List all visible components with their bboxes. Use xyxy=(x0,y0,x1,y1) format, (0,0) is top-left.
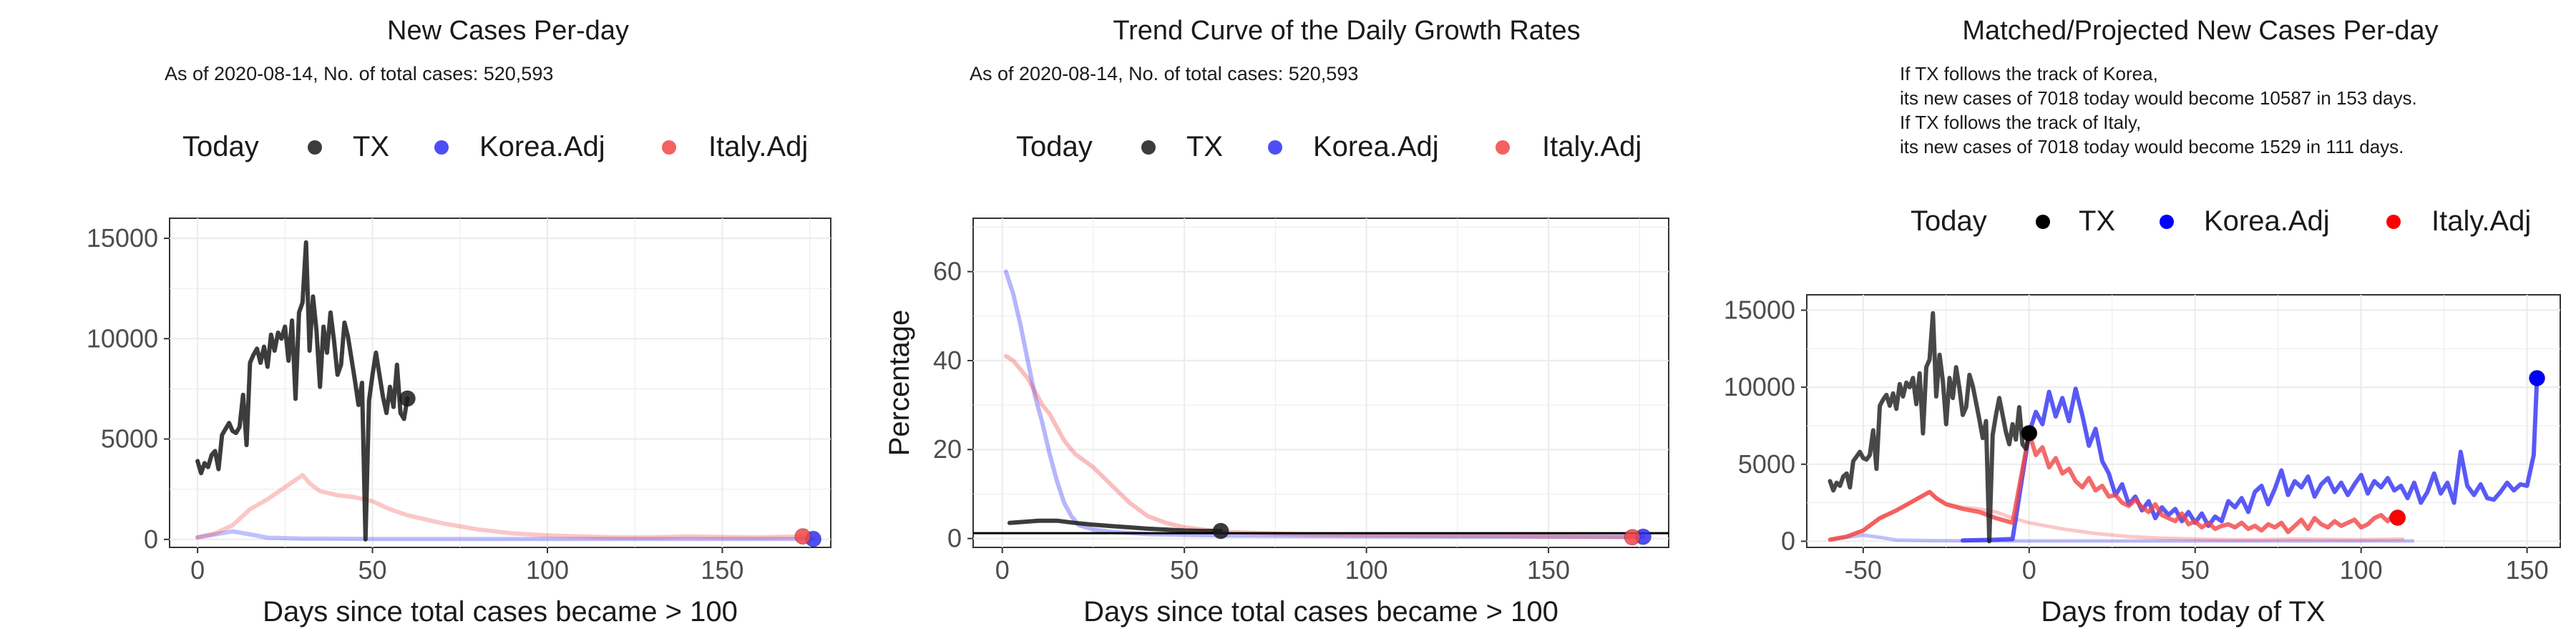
panel2-legend-label-italy: Italy.Adj xyxy=(1542,131,1641,162)
panel-projected: Matched/Projected New Cases Per-day If T… xyxy=(1724,16,2561,628)
today-point-tx xyxy=(399,390,416,407)
x-tick-label: 0 xyxy=(190,555,205,585)
x-tick-label: 100 xyxy=(1345,555,1388,585)
panel2-x-axis-title: Days since total cases became > 100 xyxy=(1083,596,1558,628)
series-line-italy xyxy=(195,473,805,540)
panel2-legend-label-tx: TX xyxy=(1186,131,1223,162)
panel3-x-axis: -50 0 50 100 150 xyxy=(1845,547,2549,585)
panel2-legend: Today TX Korea.Adj Italy.Adj xyxy=(1016,131,1641,162)
today-point-italy xyxy=(1624,529,1641,546)
x-tick-label: 150 xyxy=(1527,555,1570,585)
today-point-italy xyxy=(2389,509,2406,526)
panel3-y-axis: 0 5000 10000 15000 xyxy=(1724,296,1807,555)
y-tick-label: 40 xyxy=(933,346,962,375)
panel3-grid xyxy=(1807,295,2560,547)
panel1-series xyxy=(195,240,816,542)
panel3-annotations: If TX follows the track of Korea, its ne… xyxy=(1900,63,2417,157)
series-line-tx xyxy=(195,240,410,542)
panel1-legend-label-korea: Korea.Adj xyxy=(479,131,605,162)
panel3-legend-key-italy xyxy=(2386,215,2401,229)
panel1-legend-key-italy xyxy=(662,140,676,155)
series-line-korea xyxy=(1961,376,2540,543)
y-tick-label: 10000 xyxy=(87,323,158,353)
panel2-legend-label-korea: Korea.Adj xyxy=(1313,131,1439,162)
panel1-legend-label-italy: Italy.Adj xyxy=(708,131,808,162)
panel-new-cases: New Cases Per-day As of 2020-08-14, No. … xyxy=(87,16,831,628)
panel1-legend-label-tx: TX xyxy=(353,131,389,162)
x-tick-label: 100 xyxy=(2340,555,2383,585)
panel2-grid xyxy=(973,218,1669,547)
panel3-annotation-line: If TX follows the track of Italy, xyxy=(1900,112,2141,133)
panel3-legend-key-korea xyxy=(2160,215,2174,229)
panel1-legend-key-tx xyxy=(308,140,322,155)
panel-growth-rates: Trend Curve of the Daily Growth Rates As… xyxy=(884,16,1669,628)
panel2-today-points xyxy=(1212,522,1652,546)
x-tick-label: 50 xyxy=(1170,555,1199,585)
panel1-plot-area xyxy=(169,218,831,548)
y-tick-label: 15000 xyxy=(1724,296,1795,325)
today-point-korea xyxy=(2529,370,2546,387)
panel2-plot-area xyxy=(972,218,1669,548)
panel2-legend-key-tx xyxy=(1141,140,1156,155)
panel3-plot-area xyxy=(1806,294,2561,548)
panel3-legend-key-tx xyxy=(2036,215,2050,229)
panel1-y-axis: 0 5000 10000 15000 xyxy=(87,223,170,554)
panel3-annotation-line: its new cases of 7018 today would become… xyxy=(1900,136,2404,157)
y-tick-label: 0 xyxy=(144,525,158,554)
today-point-italy xyxy=(794,528,811,545)
panel2-title: Trend Curve of the Daily Growth Rates xyxy=(1113,16,1580,46)
panel2-y-axis-title: Percentage xyxy=(884,310,915,457)
x-tick-label: -50 xyxy=(1845,555,1882,585)
panel3-title: Matched/Projected New Cases Per-day xyxy=(1962,16,2438,46)
x-tick-label: 0 xyxy=(2022,555,2036,585)
panel1-x-axis-title: Days since total cases became > 100 xyxy=(263,596,738,628)
panel1-legend-title: Today xyxy=(182,131,259,162)
x-tick-label: 150 xyxy=(701,555,743,585)
series-line-tx xyxy=(1828,311,2031,544)
panel1-legend: Today TX Korea.Adj Italy.Adj xyxy=(182,131,808,162)
panel2-legend-title: Today xyxy=(1016,131,1093,162)
y-tick-label: 0 xyxy=(1781,526,1795,555)
panel3-legend-title: Today xyxy=(1911,205,1987,237)
panel3-legend-label-italy: Italy.Adj xyxy=(2431,205,2531,237)
panel2-legend-key-italy xyxy=(1496,140,1510,155)
x-tick-label: 150 xyxy=(2506,555,2549,585)
x-tick-label: 100 xyxy=(526,555,569,585)
series-line-italy xyxy=(1828,431,2400,542)
y-tick-label: 20 xyxy=(933,434,962,464)
x-tick-label: 50 xyxy=(358,555,387,585)
today-point-tx xyxy=(1212,522,1229,540)
y-tick-label: 60 xyxy=(933,257,962,286)
y-tick-label: 0 xyxy=(947,524,962,553)
panel3-legend: Today TX Korea.Adj Italy.Adj xyxy=(1911,205,2531,237)
today-point-tx xyxy=(2021,424,2038,441)
y-tick-label: 10000 xyxy=(1724,372,1795,401)
panel3-legend-label-tx: TX xyxy=(2079,205,2115,237)
panel3-x-axis-title: Days from today of TX xyxy=(2041,596,2325,628)
panel2-x-axis: 0 50 100 150 xyxy=(995,547,1570,585)
y-tick-label: 15000 xyxy=(87,223,158,253)
panel3-legend-label-korea: Korea.Adj xyxy=(2204,205,2330,237)
panel3-annotation-line: its new cases of 7018 today would become… xyxy=(1900,87,2417,109)
panel2-y-axis: 0 20 40 60 xyxy=(933,257,973,553)
panel2-subtitle: As of 2020-08-14, No. of total cases: 52… xyxy=(970,63,1358,84)
y-tick-label: 5000 xyxy=(1738,449,1795,479)
series-line-tx xyxy=(1007,518,1224,533)
panel3-annotation-line: If TX follows the track of Korea, xyxy=(1900,63,2158,84)
panel3-today-points xyxy=(2021,370,2546,526)
panel3-series xyxy=(1828,311,2540,544)
panel1-x-axis: 0 50 100 150 xyxy=(190,547,743,585)
panel2-legend-key-korea xyxy=(1268,140,1282,155)
series-line-korea xyxy=(195,529,816,542)
panel1-title: New Cases Per-day xyxy=(387,16,629,46)
x-tick-label: 0 xyxy=(995,555,1010,585)
x-tick-label: 50 xyxy=(2181,555,2210,585)
series-line-korea xyxy=(1003,269,1646,540)
panel1-subtitle: As of 2020-08-14, No. of total cases: 52… xyxy=(165,63,553,84)
panel1-legend-key-korea xyxy=(434,140,449,155)
panel1-today-points xyxy=(399,390,822,547)
y-tick-label: 5000 xyxy=(101,424,158,454)
